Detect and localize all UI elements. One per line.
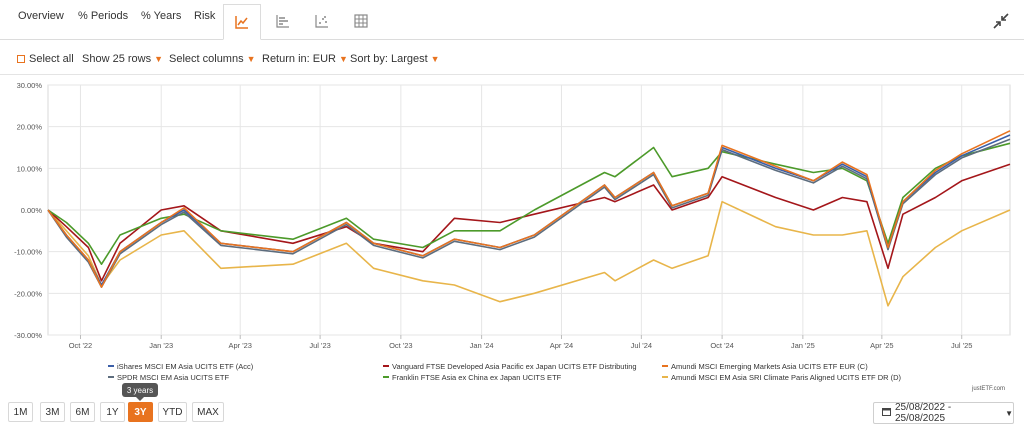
sort-by-dropdown[interactable]: Sort by: Largest ▼ — [350, 53, 440, 65]
range-button-ytd[interactable]: YTD — [158, 402, 187, 422]
scatter-icon[interactable] — [311, 10, 333, 32]
legend-swatch — [383, 376, 389, 378]
legend-swatch — [662, 365, 668, 367]
y-tick-label: -30.00% — [14, 331, 42, 340]
x-tick-label: Jul '23 — [309, 341, 330, 350]
range-tooltip: 3 years — [122, 383, 158, 401]
legend-label: Franklin FTSE Asia ex China ex Japan UCI… — [392, 373, 562, 382]
legend-label: iShares MSCI EM Asia UCITS ETF (Acc) — [117, 362, 254, 371]
range-button-1m[interactable]: 1M — [8, 402, 33, 422]
x-tick-label: Jan '24 — [470, 341, 494, 350]
y-tick-label: 30.00% — [17, 81, 43, 90]
y-tick-label: -10.00% — [14, 248, 42, 257]
tab-risk[interactable]: Risk — [194, 10, 216, 22]
return-in-dropdown[interactable]: Return in: EUR ▼ — [262, 53, 348, 65]
x-tick-label: Oct '23 — [389, 341, 413, 350]
range-button-max[interactable]: MAX — [192, 402, 224, 422]
legend-item[interactable]: SPDR MSCI EM Asia UCITS ETF — [108, 373, 229, 382]
y-tick-label: 10.00% — [17, 164, 43, 173]
series-line — [47, 163, 1011, 282]
legend-item[interactable]: Amundi MSCI Emerging Markets Asia UCITS … — [662, 362, 868, 371]
select-all-checkbox[interactable]: Select all — [17, 53, 74, 65]
tab-periods[interactable]: % Periods — [78, 10, 129, 22]
chevron-down-icon: ▼ — [154, 54, 164, 64]
x-tick-label: Jul '25 — [951, 341, 972, 350]
chevron-down-icon: ▼ — [246, 54, 256, 64]
calendar-icon — [882, 407, 891, 419]
series-line — [47, 142, 1011, 265]
legend-swatch — [108, 365, 114, 367]
select-columns-dropdown[interactable]: Select columns ▼ — [169, 53, 256, 65]
collapse-icon[interactable] — [992, 12, 1010, 30]
show-rows-label: Show 25 rows — [82, 53, 152, 65]
select-all-label: Select all — [29, 53, 74, 65]
show-rows-dropdown[interactable]: Show 25 rows ▼ — [82, 53, 163, 65]
y-tick-label: 0.00% — [21, 206, 43, 215]
x-tick-label: Jan '23 — [149, 341, 173, 350]
bar-chart-icon[interactable] — [272, 10, 294, 32]
date-range-value: 25/08/2022 - 25/08/2025 — [895, 402, 952, 424]
x-tick-label: Apr '23 — [228, 341, 252, 350]
line-chart-icon[interactable] — [223, 4, 261, 40]
x-tick-label: Jul '24 — [631, 341, 652, 350]
y-tick-label: -20.00% — [14, 289, 42, 298]
series-line — [47, 130, 1011, 288]
select-columns-label: Select columns — [169, 53, 244, 65]
chart-credit: justETF.com — [972, 386, 1006, 392]
chevron-down-icon: ▼ — [338, 54, 348, 64]
x-tick-label: Oct '22 — [69, 341, 93, 350]
chart-tab-bar: Overview % Periods % Years Risk — [0, 0, 1024, 40]
chevron-down-icon: ▼ — [430, 54, 440, 64]
range-button-3m[interactable]: 3M — [40, 402, 65, 422]
x-tick-label: Apr '25 — [870, 341, 894, 350]
caret-down-icon: ▼ — [1005, 408, 1013, 418]
legend-swatch — [383, 365, 389, 367]
y-tick-label: 20.00% — [17, 123, 43, 132]
legend-swatch — [108, 376, 114, 378]
table-icon[interactable] — [350, 10, 372, 32]
tab-years[interactable]: % Years — [141, 10, 182, 22]
chart-toolbar: Select all Show 25 rows ▼ Select columns ▼… — [0, 41, 1024, 75]
x-tick-label: Apr '24 — [550, 341, 574, 350]
date-range-picker[interactable]: 25/08/2022 - 25/08/2025 ▼ — [873, 402, 1014, 424]
legend-swatch — [662, 376, 668, 378]
performance-chart[interactable]: 30.00% 20.00% 10.00% 0.00% -10.00% -20.00% -30… — [0, 76, 1024, 356]
checkbox-icon — [17, 55, 25, 63]
tab-overview[interactable]: Overview — [18, 10, 64, 22]
legend-label: Amundi MSCI Emerging Markets Asia UCITS … — [671, 362, 868, 371]
legend-item[interactable]: Franklin FTSE Asia ex China ex Japan UCI… — [383, 373, 561, 382]
series-line — [47, 200, 1011, 307]
legend-label: Vanguard FTSE Developed Asia Pacific ex … — [392, 362, 637, 371]
sort-by-label: Sort by: Largest — [350, 53, 428, 65]
x-tick-label: Jan '25 — [791, 341, 815, 350]
legend-item[interactable]: iShares MSCI EM Asia UCITS ETF (Acc) — [108, 362, 253, 371]
range-button-3y[interactable]: 3Y — [128, 402, 153, 422]
legend-label: SPDR MSCI EM Asia UCITS ETF — [117, 373, 230, 382]
legend-item[interactable]: Amundi MSCI EM Asia SRI Climate Paris Al… — [662, 373, 901, 382]
x-tick-label: Oct '24 — [710, 341, 734, 350]
range-button-6m[interactable]: 6M — [70, 402, 95, 422]
legend-item[interactable]: Vanguard FTSE Developed Asia Pacific ex … — [383, 362, 637, 371]
legend-label: Amundi MSCI EM Asia SRI Climate Paris Al… — [671, 373, 902, 382]
range-button-1y[interactable]: 1Y — [100, 402, 125, 422]
return-in-label: Return in: EUR — [262, 53, 336, 65]
